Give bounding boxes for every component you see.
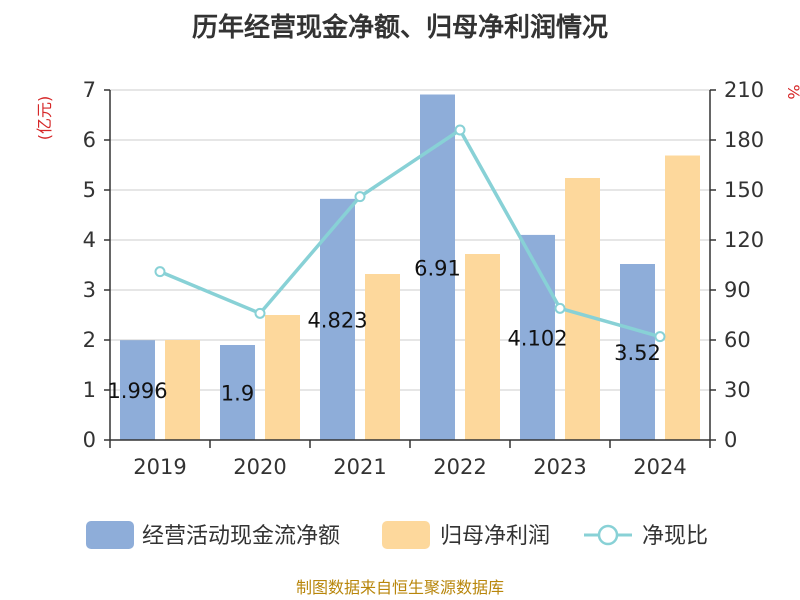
ratio-point-2021	[354, 191, 366, 203]
ratio-line-path	[159, 128, 661, 339]
ratio-point-2020	[254, 307, 266, 319]
bars	[120, 94, 700, 440]
ratio-point-2019	[154, 266, 166, 278]
legend-swatch-ratio-marker	[597, 524, 619, 546]
legend-label-ratio: 净现比	[642, 524, 708, 549]
left-tick-label-7: 7	[83, 78, 96, 102]
x-tick-label-2020: 2020	[233, 455, 286, 479]
x-tick-label-2021: 2021	[333, 455, 386, 479]
right-tick-label-0: 0	[724, 428, 737, 452]
data-label-cashflow-2019: 1.996	[107, 379, 167, 403]
axes: 0 1 2 3 4 5 6 7 0 30 60 90 120 150 180 210 2019 2020 2021 2…	[83, 78, 764, 479]
bar-netprofit-2024	[665, 155, 700, 440]
x-tick-label-2024: 2024	[633, 455, 686, 479]
data-label-cashflow-2024: 3.52	[614, 341, 661, 365]
left-tick-label-1: 1	[83, 378, 96, 402]
ratio-point-2024	[654, 331, 666, 343]
legend-swatch-cashflow	[86, 521, 134, 549]
left-tick-label-0: 0	[83, 428, 96, 452]
x-tick-label-2022: 2022	[433, 455, 486, 479]
right-tick-label-6: 180	[724, 128, 764, 152]
bar-netprofit-2021	[365, 274, 400, 440]
data-labels: 1.996 1.9 4.823 6.91 4.102 3.52	[107, 256, 660, 405]
ratio-line	[154, 124, 666, 343]
left-tick-label-5: 5	[83, 178, 96, 202]
right-tick-label-5: 150	[724, 178, 764, 202]
data-label-cashflow-2022: 6.91	[414, 256, 461, 280]
ratio-point-2023	[554, 302, 566, 314]
data-label-cashflow-2021: 4.823	[307, 308, 367, 332]
ratio-point-2022	[454, 124, 466, 136]
right-tick-label-4: 120	[724, 228, 764, 252]
left-tick-label-2: 2	[83, 328, 96, 352]
left-tick-label-3: 3	[83, 278, 96, 302]
chart-title: 历年经营现金净额、归母净利润情况	[192, 12, 608, 43]
bar-cashflow-2024	[620, 264, 655, 440]
grid-lines	[110, 89, 710, 391]
legend-label-cashflow: 经营活动现金流净额	[142, 524, 340, 549]
left-tick-label-4: 4	[83, 228, 96, 252]
bar-netprofit-2020	[265, 315, 300, 440]
legend: 经营活动现金流净额 归母净利润 净现比	[86, 521, 708, 549]
bar-cashflow-2019	[120, 340, 155, 440]
bar-netprofit-2022	[465, 254, 500, 440]
left-axis-unit: (亿元)	[35, 96, 54, 141]
bar-cashflow-2020	[220, 345, 255, 440]
right-tick-label-1: 30	[724, 378, 751, 402]
data-label-cashflow-2020: 1.9	[221, 382, 254, 406]
legend-swatch-netprofit	[382, 521, 430, 549]
data-label-cashflow-2023: 4.102	[507, 326, 567, 350]
right-tick-label-3: 90	[724, 278, 751, 302]
right-axis-unit: %	[784, 84, 800, 99]
x-tick-label-2019: 2019	[133, 455, 186, 479]
right-tick-label-2: 60	[724, 328, 751, 352]
left-tick-label-6: 6	[83, 128, 96, 152]
right-tick-label-7: 210	[724, 78, 764, 102]
bar-netprofit-2019	[165, 340, 200, 440]
x-tick-label-2023: 2023	[533, 455, 586, 479]
legend-label-netprofit: 归母净利润	[440, 524, 550, 549]
bar-netprofit-2023	[565, 178, 600, 440]
source-note: 制图数据来自恒生聚源数据库	[296, 578, 504, 597]
